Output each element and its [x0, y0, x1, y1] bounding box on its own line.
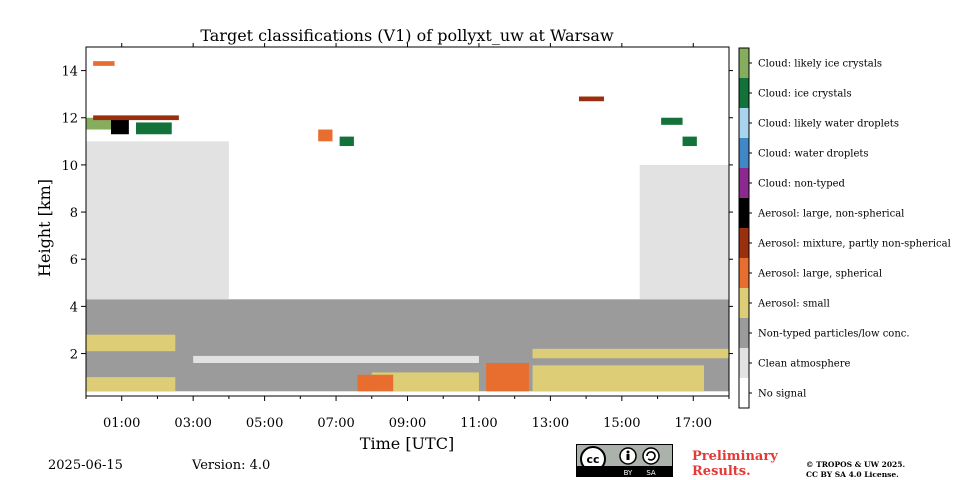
version-label: Version: 4.0: [192, 458, 271, 473]
preliminary-line2: Results.: [692, 464, 751, 479]
legend-label-8: Cloud: water droplets: [758, 149, 869, 160]
legend-swatch-11: [739, 48, 749, 78]
x-axis-label: Time [UTC]: [360, 434, 454, 453]
copyright-line1: © TROPOS & UW 2025.: [806, 460, 906, 469]
sa-icon: [642, 447, 660, 465]
class-region-2: [86, 334, 176, 352]
x-tick-label-3: 07:00: [317, 416, 354, 431]
y-axis-label: Height [km]: [35, 179, 54, 277]
class-region-19: [661, 117, 683, 125]
class-region-13: [136, 122, 172, 135]
class-region-17: [339, 136, 354, 147]
legend-label-3: Aerosol: small: [757, 299, 830, 310]
legend-label-4: Aerosol: large, spherical: [757, 269, 882, 280]
cc-by-sa-badge: cc BY SA: [576, 444, 673, 477]
x-tick-label-2: 05:00: [246, 416, 283, 431]
class-region-16: [318, 129, 333, 142]
class-region-10: [639, 164, 729, 300]
legend-swatch-9: [739, 108, 749, 138]
class-region-11: [86, 117, 112, 130]
legend-swatch-3: [739, 288, 749, 318]
legend-label-2: Non-typed particles/low conc.: [758, 329, 910, 340]
x-tick-label-7: 15:00: [603, 416, 640, 431]
legend-label-7: Cloud: non-typed: [758, 179, 846, 190]
y-tick-label-4: 10: [61, 159, 78, 174]
x-tick-label-6: 13:00: [532, 416, 569, 431]
legend-swatch-1: [739, 348, 749, 378]
legend-swatch-0: [739, 378, 749, 408]
y-axis: 2 4 6 8 10 12 14: [61, 65, 733, 363]
y-tick-label-0: 2: [70, 348, 78, 363]
legend-label-11: Cloud: likely ice crystals: [758, 59, 882, 70]
colorbar-frame: [738, 47, 750, 409]
legend-swatch-6: [739, 198, 749, 228]
preliminary-line1: Preliminary: [692, 449, 778, 464]
legend-label-9: Cloud: likely water droplets: [758, 119, 899, 130]
sa-text: SA: [646, 469, 656, 476]
x-axis: 01:00 03:00 05:00 07:00 09:00 11:00 13:00 15:00…: [85, 43, 730, 431]
class-region-9: [86, 141, 229, 300]
y-tick-label-1: 4: [70, 300, 78, 315]
class-region-6: [532, 365, 704, 392]
legend-swatch-2: [739, 318, 749, 348]
x-tick-label-0: 01:00: [103, 416, 140, 431]
class-region-12: [111, 117, 129, 135]
y-tick-label-3: 8: [70, 206, 78, 221]
legend-swatch-8: [739, 138, 749, 168]
class-region-5: [486, 362, 529, 392]
cc-text: cc: [586, 453, 599, 466]
legend-swatch-7: [739, 168, 749, 198]
legend-swatch-5: [739, 228, 749, 258]
legend-label-1: Clean atmosphere: [758, 359, 851, 370]
class-region-8: [193, 355, 479, 363]
plot-area: [85, 46, 730, 397]
y-tick-label-6: 14: [61, 65, 78, 80]
copyright-notice: © TROPOS & UW 2025. CC BY SA 4.0 License…: [806, 460, 905, 480]
class-region-3: [371, 372, 479, 392]
cc-logo-icon: cc BY SA: [577, 446, 672, 476]
legend-label-10: Cloud: ice crystals: [758, 89, 852, 100]
legend-swatch-4: [739, 258, 749, 288]
class-region-20: [682, 136, 697, 147]
class-region-18: [578, 96, 604, 102]
legend-label-6: Aerosol: large, non-spherical: [757, 209, 904, 220]
preliminary-results-label: Preliminary Results.: [692, 449, 778, 479]
class-region-14: [93, 115, 179, 121]
legend-swatch-10: [739, 78, 749, 108]
y-tick-label-2: 6: [70, 253, 78, 268]
x-tick-label-8: 17:00: [675, 416, 712, 431]
copyright-line2: CC BY SA 4.0 License.: [806, 470, 899, 479]
date-label: 2025-06-15: [48, 458, 123, 473]
chart-title: Target classifications (V1) of pollyxt_u…: [200, 26, 614, 45]
x-tick-label-1: 03:00: [174, 416, 211, 431]
class-region-15: [93, 61, 115, 66]
legend-label-5: Aerosol: mixture, partly non-spherical: [757, 239, 951, 250]
class-region-4: [357, 374, 394, 392]
by-text: BY: [624, 469, 633, 476]
class-region-1: [86, 377, 176, 392]
y-tick-label-5: 12: [61, 112, 78, 127]
class-region-7: [532, 348, 729, 359]
x-tick-label-4: 09:00: [389, 416, 426, 431]
colorbar-legend: No signal Clean atmosphere Non-typed parti…: [738, 47, 951, 409]
x-tick-label-5: 11:00: [460, 416, 497, 431]
legend-label-0: No signal: [758, 389, 806, 400]
